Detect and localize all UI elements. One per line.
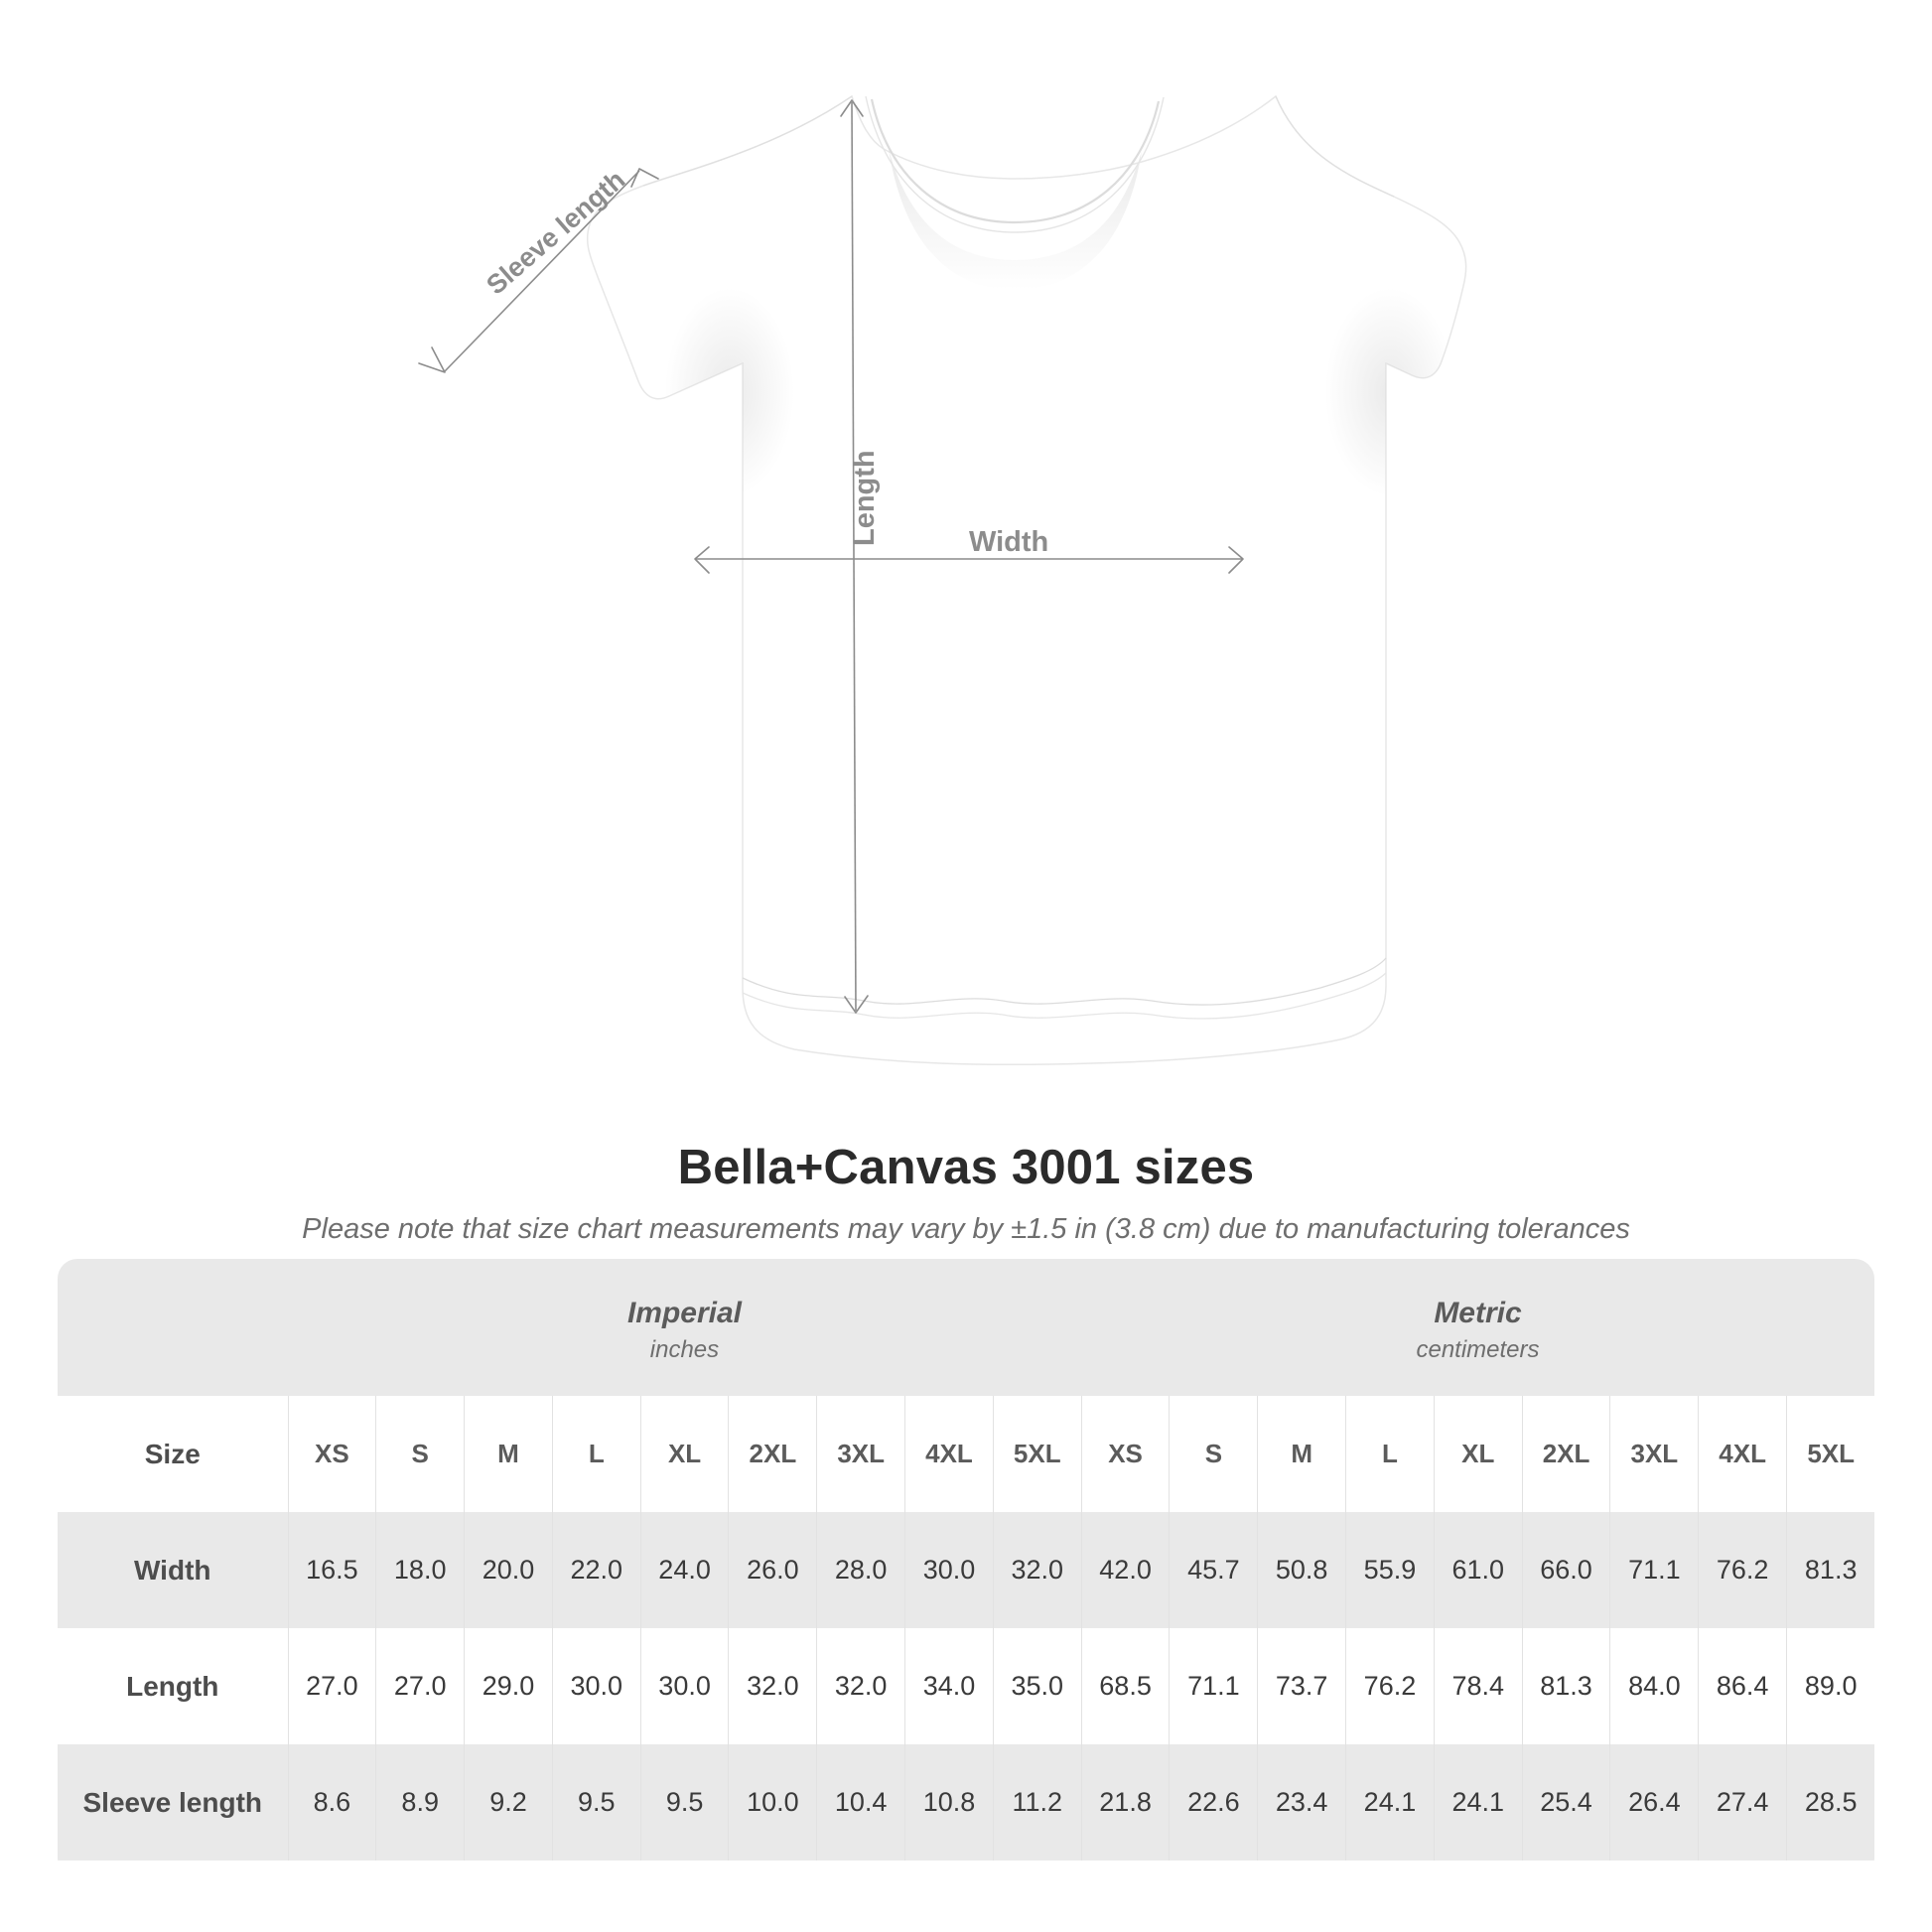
svg-text:Length: Length [849,450,881,546]
svg-text:Width: Width [969,526,1048,558]
